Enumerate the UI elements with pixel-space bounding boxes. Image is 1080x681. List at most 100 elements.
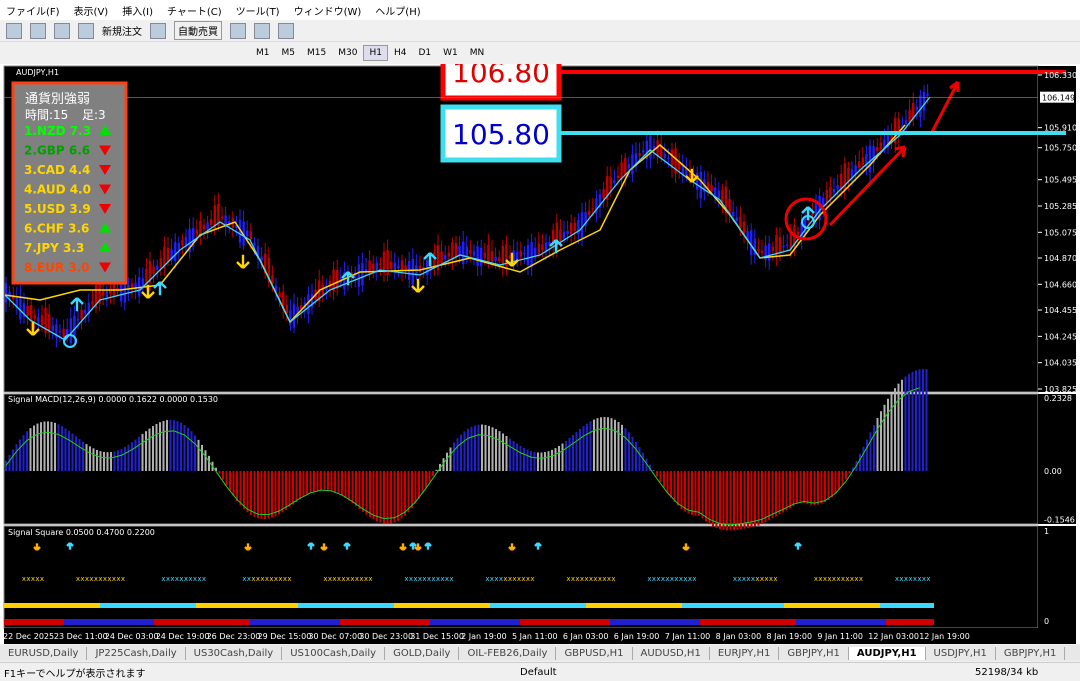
chart-tab[interactable]: OIL-FEB26,Daily [459, 646, 557, 660]
icon[interactable] [30, 22, 46, 39]
signal-bar [370, 619, 376, 625]
candle-body [242, 221, 245, 246]
time-label: 24 Dec 03:00 [105, 632, 159, 641]
timeframe-button[interactable]: H4 [393, 48, 407, 58]
candle-body [692, 174, 695, 179]
candle-body [156, 265, 159, 270]
chart-tab[interactable]: EURUSD,Daily [0, 646, 88, 660]
chart-tab[interactable]: GBPJPY,H1 [996, 646, 1066, 660]
time-label: 30 Dec 07:00 [308, 632, 362, 641]
icon[interactable] [150, 22, 166, 39]
signal-bar [220, 603, 226, 608]
signal-x: x [589, 575, 593, 583]
candle-body [829, 186, 832, 199]
signal-x: x [337, 575, 341, 583]
status-bar: F1キーでヘルプが表示されます Default 52198/34 kb [0, 662, 1080, 681]
chart-tab[interactable]: GBPJPY,H1 [779, 646, 849, 660]
signal-x: x [652, 575, 656, 583]
price-label: 104.870 [1044, 254, 1077, 263]
candle-body [102, 290, 105, 296]
signal-bar [838, 603, 844, 608]
signal-bar [622, 619, 628, 625]
signal-x: x [688, 575, 692, 583]
down-arrow [508, 543, 516, 551]
candle-body [109, 288, 112, 295]
menu-item[interactable]: ファイル(F) [6, 6, 60, 18]
menu-item[interactable]: 表示(V) [73, 6, 109, 18]
chart-tab[interactable]: EURJPY,H1 [710, 646, 780, 660]
strength-arrow [99, 262, 111, 273]
signal-x: x [584, 575, 588, 583]
candle-body [87, 302, 90, 315]
chart-tab[interactable]: AUDUSD,H1 [633, 646, 710, 660]
signal-bar [148, 603, 154, 608]
candle-body [40, 315, 44, 326]
signal-bar [304, 619, 310, 625]
candle-body [285, 304, 288, 314]
candle-body [235, 225, 238, 228]
signal-x: x [904, 575, 908, 583]
signal-bar [202, 619, 208, 625]
signal-x: x [742, 575, 746, 583]
price-label: 104.035 [1044, 359, 1077, 368]
timeframe-button[interactable]: M5 [281, 48, 296, 58]
menu-item[interactable]: ウィンドウ(W) [293, 6, 362, 18]
signal-bar [652, 603, 658, 608]
signal-bar [82, 619, 88, 625]
menu-item[interactable]: ツール(T) [235, 6, 280, 18]
menu-item[interactable]: 挿入(I) [122, 6, 153, 18]
timeframe-button[interactable]: D1 [418, 48, 432, 58]
timeframe-button[interactable]: W1 [443, 48, 458, 58]
timeframe-button[interactable]: MN [469, 48, 485, 58]
signal-bar [688, 603, 694, 608]
price-label: 105.750 [1044, 144, 1077, 153]
chart-tab[interactable]: US30Cash,Daily [186, 646, 283, 660]
toolbar: 新規注文 自動売買 [0, 20, 1080, 42]
chart-tab[interactable]: USDJPY,H1 [926, 646, 996, 660]
signal-bar [628, 619, 634, 625]
timeframe-button[interactable]: M15 [307, 48, 327, 58]
candle-body [552, 230, 555, 249]
chart-tab[interactable]: JP225Cash,Daily [87, 646, 186, 660]
timeframe-button[interactable]: M30 [338, 48, 358, 58]
strength-row: 6.CHF 3.6 [24, 222, 89, 236]
signal-bar [676, 603, 682, 608]
icon[interactable] [54, 22, 70, 39]
signal-bar [814, 603, 820, 608]
icon[interactable] [6, 22, 22, 39]
icon[interactable] [230, 22, 246, 39]
icon[interactable] [254, 22, 270, 39]
signal-bar [298, 619, 304, 625]
signal-x: x [598, 575, 602, 583]
candle-body [523, 252, 526, 255]
chart-tab[interactable]: GBPUSD,H1 [556, 646, 633, 660]
chart-tab[interactable]: US100Cash,Daily [282, 646, 386, 660]
signal-bar [196, 603, 202, 608]
chart-tab[interactable]: AUDJPY,H1 [848, 646, 926, 660]
signal-x: x [674, 575, 678, 583]
candle-body [804, 218, 807, 234]
down-arrow [33, 543, 41, 551]
signal-bar [76, 603, 82, 608]
new-order-button[interactable]: 新規注文 [102, 27, 142, 38]
signal-bar [256, 603, 262, 608]
timeframe-button[interactable]: M1 [256, 48, 270, 58]
timeframe-button[interactable]: H1 [363, 45, 388, 61]
icon[interactable] [78, 22, 94, 39]
signal-bar [568, 603, 574, 608]
menu-item[interactable]: チャート(C) [166, 6, 222, 18]
candle-body [616, 175, 620, 178]
candle-body [879, 142, 882, 149]
menu-item[interactable]: ヘルプ(H) [375, 6, 421, 18]
chart-tab[interactable]: GOLD,Daily [385, 646, 460, 660]
signal-bar [808, 603, 814, 608]
signal-bar [592, 619, 598, 625]
candle-body [566, 230, 569, 235]
signal-bar [286, 619, 292, 625]
signal-bar [328, 603, 334, 608]
icon[interactable] [278, 22, 294, 39]
signal-x: x [670, 575, 674, 583]
auto-trade-button[interactable]: 自動売買 [174, 21, 222, 40]
